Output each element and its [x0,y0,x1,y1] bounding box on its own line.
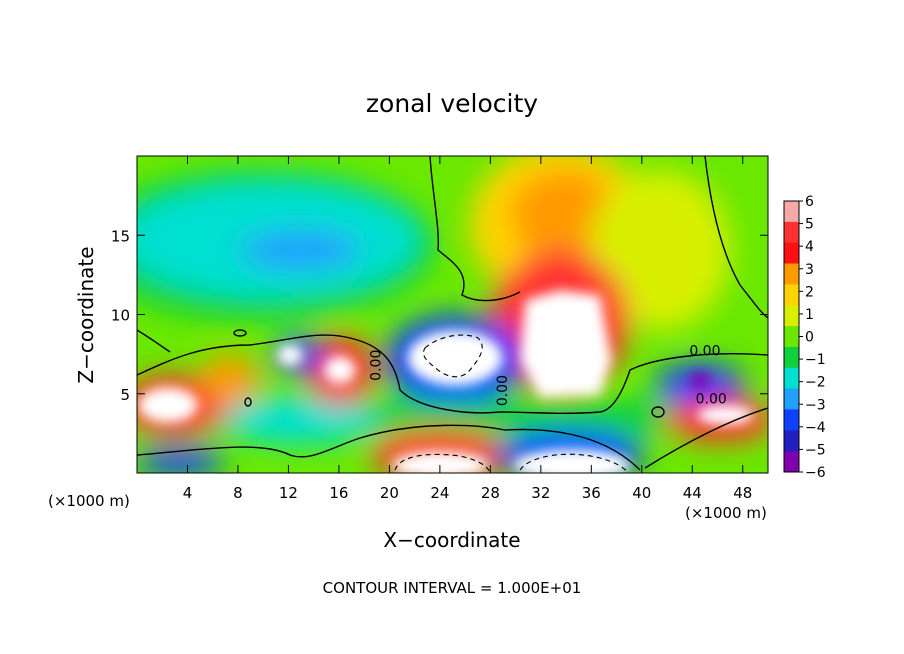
colorbar-label: −4 [805,420,826,436]
colorbar-swatch [784,409,799,431]
zero-contour-loop [244,397,252,407]
colorbar-swatch [784,388,799,410]
plot-area [137,156,768,473]
colorbar-label: −3 [805,397,826,413]
zero-contour-small-left [137,329,171,353]
y-axis-ticks: 5 10 15 [111,227,768,404]
y-axis-label: Z−coordinate [74,246,98,383]
colorbar-swatch [784,305,799,327]
colorbar-swatch [784,451,799,473]
field-shading [137,156,768,473]
colorbar-label: 2 [805,284,814,300]
colorbar-swatch [784,346,799,369]
zero-contour-right [704,156,768,319]
contour-lines [137,156,768,471]
x-axis-label: X−coordinate [383,528,520,552]
zero-contour-surface [137,424,641,471]
colorbar-swatch [784,284,799,306]
colorbar-swatch [784,326,799,348]
x-tick-label: 36 [582,484,601,502]
colorbar-label: −6 [805,465,826,481]
contour-label: 0.00 [696,391,727,407]
x-tick-label: 12 [279,484,298,502]
zero-contour-upper [429,156,521,302]
colorbar-label: 6 [805,194,814,210]
colorbar-swatch [784,430,799,452]
y-tick-label: 15 [111,227,130,245]
x-tick-label: 28 [481,484,500,502]
colorbar-label: −2 [805,375,826,391]
colorbar-label: −1 [805,352,826,368]
zero-contour-bottom-right [644,407,768,469]
x-tick-label: 44 [683,484,702,502]
colorbar-label: 3 [805,262,814,278]
zero-contour-loop [233,329,247,337]
colorbar-label: −5 [805,442,826,458]
x-tick-label: 20 [380,484,399,502]
colorbar-label: 5 [805,217,814,233]
field-extremes [138,290,753,473]
contour-label: 0.00 [495,375,511,406]
contour-label: 0.00 [689,344,720,360]
x-tick-label: 32 [531,484,550,502]
x-tick-label: 24 [430,484,449,502]
zero-contour-lower [137,334,768,415]
contour-label: 0.00 [369,350,385,381]
chart-title: zonal velocity [366,89,538,118]
colorbar-swatch [784,221,799,244]
x-tick-label: 48 [733,484,752,502]
x-tick-label: 4 [183,484,193,502]
colorbar-swatch [784,242,799,265]
x-unit-right: (×1000 m) [685,504,767,522]
colorbar: 6 5 4 3 2 1 0 −1 −2 −3 −4 −5 −6 [783,194,826,481]
x-unit-left: (×1000 m) [48,492,130,510]
colorbar-label: 1 [805,307,814,323]
colorbar-swatch [784,367,799,390]
y-tick-label: 10 [111,307,130,325]
colorbar-label: 0 [805,330,814,346]
contour-interval-footer: CONTOUR INTERVAL = 1.000E+01 [323,579,582,597]
x-axis-ticks: 4 8 12 16 20 24 28 32 36 40 44 48 [183,156,752,502]
x-tick-label: 8 [233,484,243,502]
x-tick-label: 40 [632,484,651,502]
zero-contour-loop [651,406,665,418]
negative-contours [394,334,629,473]
colorbar-label: 4 [805,239,814,255]
colorbar-swatch [784,201,799,223]
y-tick-label: 5 [120,386,130,404]
contour-labels: 0.00 0.00 0.00 0.00 [369,344,727,408]
x-tick-label: 16 [329,484,348,502]
colorbar-swatch [784,263,799,285]
